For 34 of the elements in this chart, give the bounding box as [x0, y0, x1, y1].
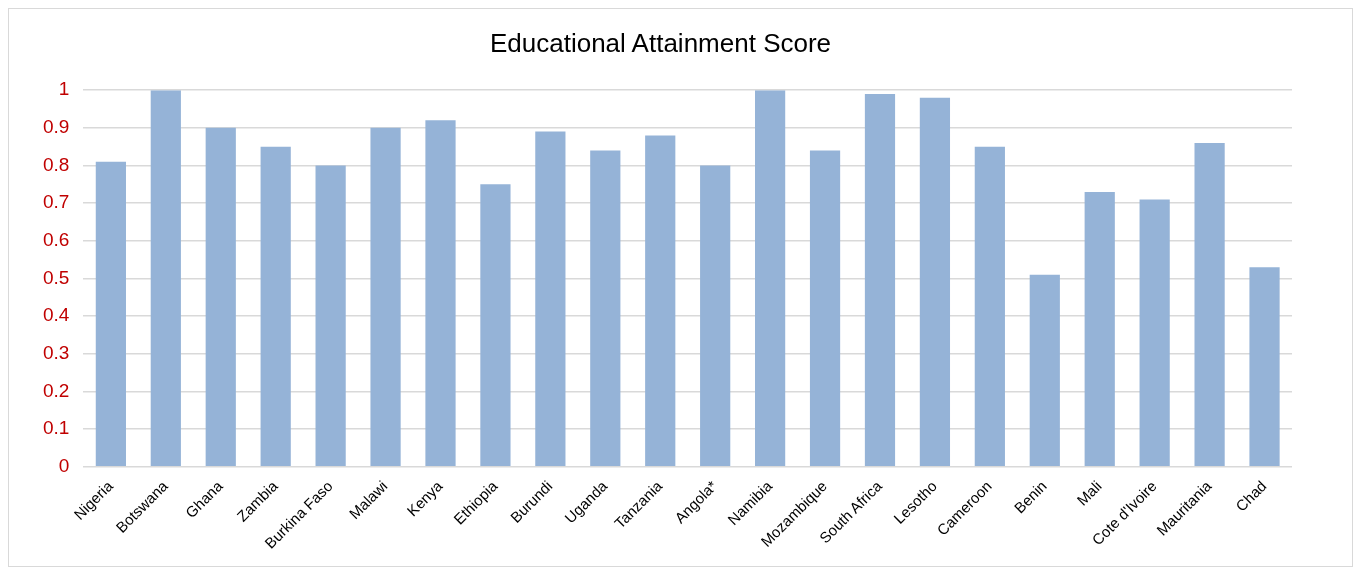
bar — [700, 165, 731, 467]
chart-title: Educational Attainment Score — [489, 27, 832, 58]
y-tick-label: 0.5 — [42, 266, 70, 288]
y-tick-label: 0.9 — [42, 116, 70, 138]
bar — [370, 127, 401, 467]
y-tick-label: 0 — [58, 455, 70, 477]
bar — [535, 131, 566, 467]
bar — [95, 161, 126, 467]
y-tick-label: 0.6 — [42, 229, 70, 251]
y-tick-label: 0.1 — [42, 417, 70, 439]
bar — [1249, 267, 1280, 467]
bar — [260, 146, 291, 467]
bar — [480, 184, 511, 467]
bar — [1084, 191, 1115, 467]
bar — [755, 90, 786, 467]
y-tick-label: 0.4 — [42, 304, 70, 326]
bar — [645, 135, 676, 467]
y-tick-label: 1 — [58, 78, 70, 100]
bar — [315, 165, 346, 467]
bar — [590, 150, 621, 467]
bar — [425, 120, 456, 467]
bar — [919, 97, 951, 467]
y-tick-label: 0.3 — [42, 342, 70, 364]
bar — [1029, 274, 1060, 467]
bar — [974, 146, 1005, 467]
y-tick-label: 0.8 — [42, 153, 70, 175]
bar — [150, 90, 181, 467]
y-tick-label: 0.2 — [42, 379, 70, 401]
bar — [809, 150, 841, 467]
y-tick-label: 0.7 — [42, 191, 70, 213]
bar — [864, 93, 896, 467]
bar — [205, 127, 236, 467]
bar — [1194, 142, 1225, 467]
bar — [1139, 199, 1170, 467]
